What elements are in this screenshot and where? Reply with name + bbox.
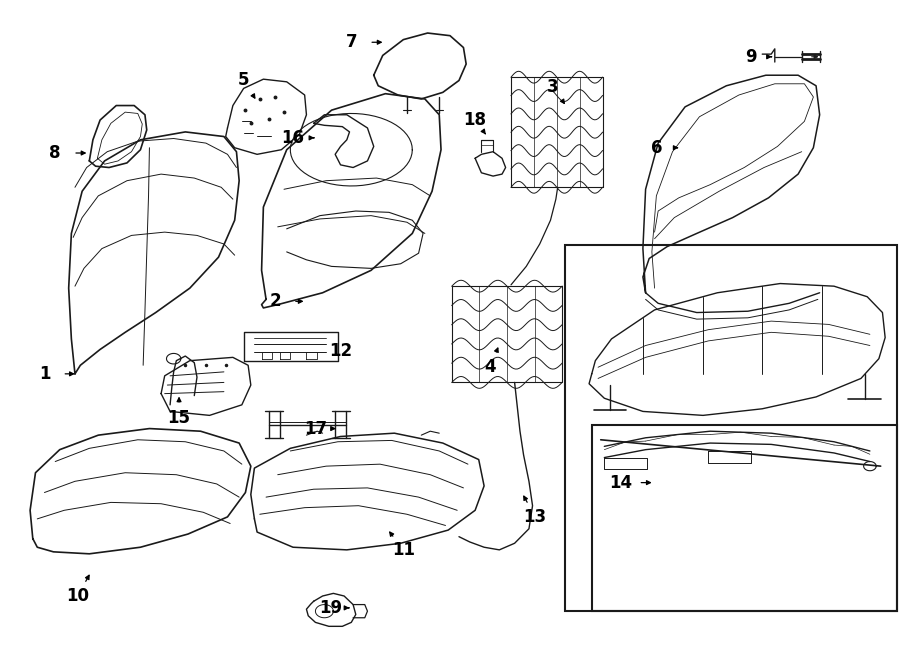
Text: 4: 4: [484, 358, 496, 376]
Text: 12: 12: [329, 342, 352, 359]
Text: 11: 11: [392, 541, 415, 559]
Text: 16: 16: [282, 129, 304, 147]
Bar: [565, 246, 896, 611]
Text: 9: 9: [745, 48, 756, 66]
Text: 3: 3: [547, 78, 559, 96]
Text: 17: 17: [304, 420, 327, 438]
Text: 18: 18: [464, 111, 487, 129]
Text: 15: 15: [167, 409, 191, 427]
Bar: [592, 424, 896, 611]
Text: 10: 10: [67, 587, 89, 605]
Text: 14: 14: [609, 473, 632, 492]
Text: 8: 8: [50, 144, 61, 162]
Text: 19: 19: [320, 599, 342, 617]
Text: 2: 2: [269, 293, 281, 310]
Text: 13: 13: [524, 508, 547, 526]
Text: 7: 7: [346, 33, 357, 51]
Text: 6: 6: [651, 139, 662, 157]
Text: 5: 5: [238, 71, 249, 89]
Text: 1: 1: [39, 365, 50, 383]
